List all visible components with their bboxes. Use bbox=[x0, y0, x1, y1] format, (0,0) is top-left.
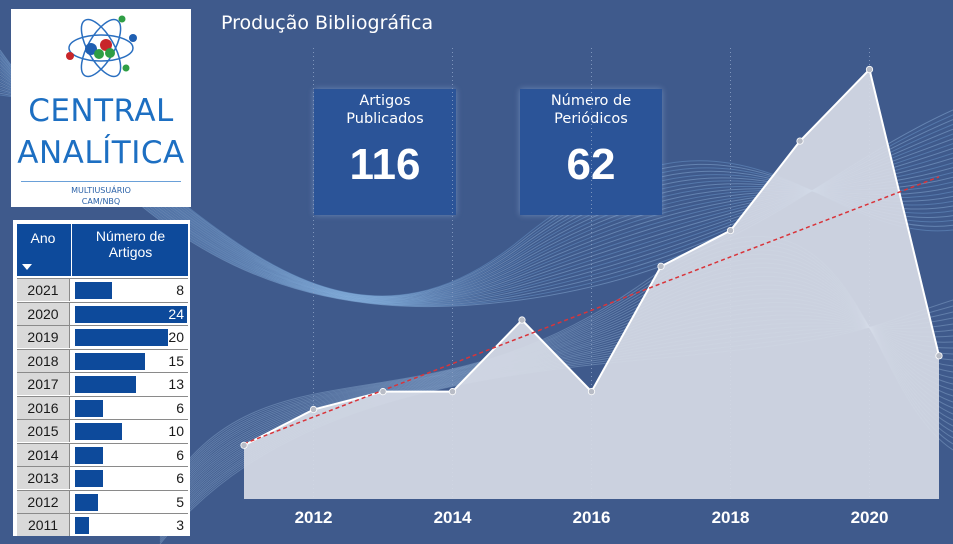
kpi-articles-value: 116 bbox=[349, 140, 421, 189]
data-point[interactable] bbox=[309, 405, 318, 414]
row-count: 20 bbox=[168, 329, 184, 345]
row-count: 3 bbox=[176, 517, 184, 533]
kpi-articles-label-1: Artigos bbox=[359, 93, 411, 109]
data-point[interactable] bbox=[587, 388, 596, 396]
data-point[interactable] bbox=[657, 262, 665, 270]
row-bar bbox=[75, 399, 103, 417]
row-year: 2015 bbox=[17, 420, 70, 442]
table-row[interactable]: 2021 8 bbox=[17, 278, 188, 301]
column-header-year[interactable]: Ano bbox=[30, 230, 56, 246]
row-year: 2012 bbox=[17, 490, 70, 513]
row-bar bbox=[75, 423, 122, 440]
row-year: 2013 bbox=[17, 467, 70, 489]
row-count: 8 bbox=[176, 282, 184, 298]
data-point[interactable] bbox=[796, 137, 804, 145]
column-header-count[interactable]: Número de Artigos bbox=[95, 228, 166, 260]
row-bar bbox=[75, 282, 113, 299]
row-bar bbox=[75, 329, 169, 346]
atom-logo-icon bbox=[66, 15, 137, 78]
logo-line1: CENTRAL bbox=[28, 93, 174, 129]
row-count: 10 bbox=[168, 423, 184, 439]
row-year: 2016 bbox=[17, 396, 70, 419]
data-point[interactable] bbox=[935, 352, 943, 360]
row-bar bbox=[75, 376, 136, 393]
table-row[interactable]: 2012 5 bbox=[17, 489, 188, 513]
row-year: 2020 bbox=[17, 302, 70, 325]
trendline bbox=[243, 176, 940, 445]
row-bar bbox=[75, 470, 103, 487]
row-count: 6 bbox=[176, 399, 184, 416]
x-tick-label: 2014 bbox=[434, 508, 472, 527]
row-count: 13 bbox=[168, 376, 184, 392]
row-year: 2014 bbox=[17, 443, 70, 466]
data-point[interactable] bbox=[240, 441, 248, 449]
x-tick-label: 2012 bbox=[295, 508, 333, 527]
row-year: 2017 bbox=[17, 373, 70, 395]
data-point[interactable] bbox=[448, 388, 457, 396]
data-point[interactable] bbox=[518, 316, 526, 324]
page-title: Produção Bibliográfica bbox=[221, 12, 434, 34]
kpi-journals-value: 62 bbox=[566, 140, 616, 189]
sort-down-icon[interactable] bbox=[22, 264, 32, 270]
row-count: 15 bbox=[168, 352, 184, 369]
row-bar bbox=[75, 305, 187, 323]
kpi-articles-card: Artigos Publicados 116 bbox=[314, 89, 456, 215]
table-row[interactable]: 2018 15 bbox=[17, 348, 188, 372]
row-count: 5 bbox=[176, 493, 184, 510]
row-year: 2018 bbox=[17, 349, 70, 372]
data-point[interactable] bbox=[865, 65, 874, 74]
x-tick-label: 2016 bbox=[573, 508, 611, 527]
logo-sub1: MULTIUSUÁRIO bbox=[71, 186, 131, 195]
logo-line2: ANALÍTICA bbox=[17, 135, 185, 171]
row-count: 6 bbox=[176, 470, 184, 486]
row-bar bbox=[75, 517, 89, 534]
row-year: 2021 bbox=[17, 279, 70, 301]
kpi-articles-label-2: Publicados bbox=[346, 111, 424, 127]
table-row[interactable]: 2019 20 bbox=[17, 325, 188, 348]
row-year: 2019 bbox=[17, 326, 70, 348]
row-bar bbox=[75, 493, 99, 511]
row-year: 2011 bbox=[17, 514, 70, 536]
row-bar bbox=[75, 446, 103, 464]
data-point[interactable] bbox=[726, 226, 735, 235]
table-row[interactable]: 2015 10 bbox=[17, 419, 188, 442]
row-count: 24 bbox=[168, 305, 184, 322]
kpi-journals-label-2: Periódicos bbox=[554, 111, 628, 127]
table-row[interactable]: 2013 6 bbox=[17, 466, 188, 489]
table-row[interactable]: 2020 24 bbox=[17, 301, 188, 325]
table-row[interactable]: 2014 6 bbox=[17, 442, 188, 466]
row-bar bbox=[75, 352, 145, 370]
logo: CENTRAL ANALÍTICA MULTIUSUÁRIO CAM/NBQ bbox=[11, 9, 191, 207]
logo-rule bbox=[21, 181, 181, 182]
row-count: 6 bbox=[176, 446, 184, 463]
x-tick-label: 2020 bbox=[851, 508, 889, 527]
table-row[interactable]: 2016 6 bbox=[17, 395, 188, 419]
header-divider bbox=[71, 224, 72, 276]
logo-sub2: CAM/NBQ bbox=[81, 197, 121, 206]
table-row[interactable]: 2011 3 bbox=[17, 513, 188, 536]
data-point[interactable] bbox=[379, 388, 387, 396]
table-row[interactable]: 2017 13 bbox=[17, 372, 188, 395]
table-header: Ano Número de Artigos bbox=[17, 224, 188, 276]
articles-by-year-table[interactable]: Ano Número de Artigos 2021 8 2020 24 2019 20 20… bbox=[13, 220, 190, 536]
x-tick-label: 2018 bbox=[712, 508, 750, 527]
